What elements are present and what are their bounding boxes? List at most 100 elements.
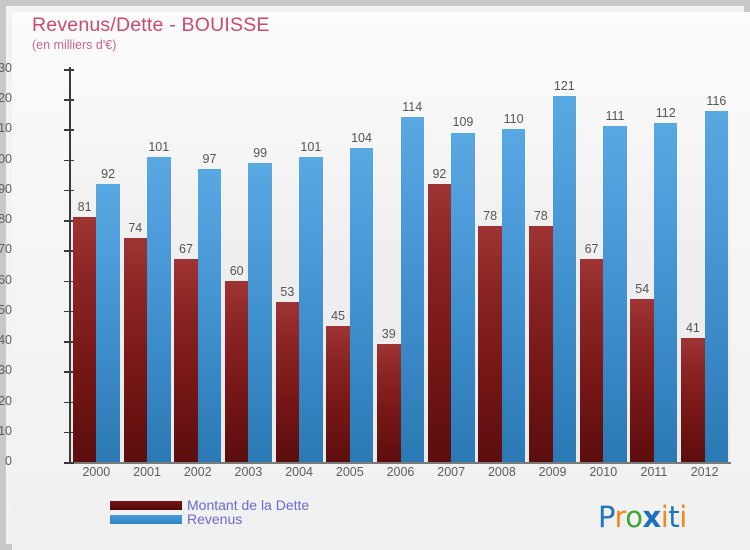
bar-revenus-2011 <box>653 123 678 462</box>
logo-letter-p: P <box>598 500 615 534</box>
title-block: Revenus/Dette - BOUISSE (en milliers d'€… <box>32 14 270 53</box>
legend-item-revenus: Revenus <box>110 512 309 526</box>
logo-letter-x: x <box>642 500 662 534</box>
bar-dette-2012 <box>681 338 705 462</box>
x-axis-tick-label: 2004 <box>285 465 314 479</box>
bar-revenus-2003 <box>248 162 272 462</box>
bar-dette-2007 <box>427 183 452 462</box>
y-axis-tick-label: 90 <box>0 181 12 196</box>
logo-letter-r: r <box>614 500 626 534</box>
bar-revenus-2009 <box>552 96 577 462</box>
bar-value-label: 41 <box>685 321 700 336</box>
y-axis-tick-mark <box>64 371 74 373</box>
y-axis-tick-label: 20 <box>0 393 12 408</box>
x-axis-tick-label: 2000 <box>82 465 111 479</box>
x-axis-tick-label: 2007 <box>437 465 466 479</box>
bar-value-label: 114 <box>402 100 423 115</box>
y-axis-tick-label: 110 <box>0 121 12 136</box>
legend-label-revenus: Revenus <box>187 511 243 527</box>
bar-dette-2006 <box>377 344 401 462</box>
bar-value-label: 45 <box>331 308 345 323</box>
bar-revenus-2002 <box>197 168 222 462</box>
y-axis-tick-label: 120 <box>0 91 12 106</box>
bar-dette-2002 <box>174 259 198 462</box>
y-axis-tick-label: 30 <box>0 363 12 378</box>
y-axis-tick-mark <box>64 69 74 71</box>
bar-value-label: 78 <box>533 209 548 224</box>
bar-value-label: 78 <box>483 209 498 224</box>
y-axis-tick-mark <box>64 431 74 434</box>
legend: Montant de la Dette Revenus <box>110 498 309 526</box>
bar-value-label: 109 <box>452 115 474 130</box>
y-axis-tick-label: 100 <box>0 151 12 166</box>
bar-value-label: 60 <box>229 263 244 278</box>
y-axis-tick-label: 10 <box>0 423 12 438</box>
y-axis-line <box>69 67 71 464</box>
bar-dette-2003 <box>224 280 249 462</box>
bar-value-label: 121 <box>553 79 575 94</box>
bar-value-label: 92 <box>101 166 116 181</box>
page-title: Revenus/Dette - BOUISSE <box>32 14 270 36</box>
bar-value-label: 101 <box>300 139 322 154</box>
legend-item-dette: Montant de la Dette <box>110 498 309 512</box>
bar-dette-2005 <box>326 325 350 462</box>
bar-value-label: 67 <box>179 242 193 257</box>
y-axis-tick-label: 50 <box>0 302 12 317</box>
y-axis-tick-label: 80 <box>0 212 12 227</box>
y-axis-tick-mark <box>64 401 74 404</box>
bar-value-label: 112 <box>655 106 676 121</box>
bar-value-label: 99 <box>253 145 268 160</box>
y-axis-tick-mark <box>64 462 74 464</box>
bar-value-label: 116 <box>706 94 727 109</box>
legend-swatch-dette-icon <box>110 500 182 510</box>
bar-dette-2001 <box>123 238 148 462</box>
y-axis-tick-mark <box>64 189 74 192</box>
bar-value-label: 67 <box>584 242 599 257</box>
logo-letter-i2: i <box>679 500 687 534</box>
bar-revenus-2001 <box>147 156 171 462</box>
x-axis-tick-label: 2009 <box>538 465 567 479</box>
bar-value-label: 81 <box>77 200 92 215</box>
bar-value-label: 53 <box>280 284 295 299</box>
y-axis-tick-label: 130 <box>0 61 12 75</box>
x-axis-tick-label: 2008 <box>487 465 516 479</box>
bar-revenus-2004 <box>299 156 323 462</box>
bar-dette-2011 <box>630 298 654 462</box>
x-axis-tick-label: 2005 <box>335 465 364 479</box>
y-axis-tick-label: 60 <box>0 272 12 287</box>
proxiti-logo: Proxiti <box>598 501 687 534</box>
y-axis-tick-mark <box>64 99 74 101</box>
y-axis-tick-label: 0 <box>5 454 12 468</box>
bar-dette-2004 <box>275 301 300 462</box>
y-axis-tick-label: 40 <box>0 333 12 348</box>
bar-dette-2000 <box>72 217 97 462</box>
x-axis-tick-label: 2010 <box>589 465 618 479</box>
logo-letter-t: t <box>668 500 680 534</box>
bar-value-label: 101 <box>148 139 170 154</box>
y-axis-tick-mark <box>64 250 74 252</box>
bar-revenus-2006 <box>400 117 424 462</box>
bar-revenus-2008 <box>501 129 526 462</box>
bar-revenus-2000 <box>96 183 120 462</box>
bar-dette-2008 <box>478 226 502 462</box>
logo-letter-o: o <box>625 500 643 534</box>
x-axis-tick-label: 2001 <box>133 465 161 479</box>
y-axis-tick-mark <box>64 310 74 313</box>
y-axis-tick-mark <box>64 220 74 222</box>
x-axis-tick-label: 2011 <box>640 465 668 479</box>
x-axis-tick-label: 2012 <box>690 465 719 479</box>
bar-value-label: 74 <box>128 221 143 236</box>
bar-revenus-2007 <box>451 132 475 462</box>
legend-swatch-revenus-icon <box>110 514 182 524</box>
y-axis-tick-mark <box>64 280 74 283</box>
y-axis-tick-label: 70 <box>0 242 12 257</box>
bar-dette-2010 <box>579 259 604 462</box>
x-axis-line <box>69 462 731 464</box>
bar-value-label: 110 <box>503 112 524 127</box>
chart-canvas: Revenus/Dette - BOUISSE (en milliers d'€… <box>0 12 750 550</box>
chart-subtitle: (en milliers d'€) <box>32 38 117 52</box>
bar-revenus-2010 <box>603 126 627 462</box>
bar-value-label: 54 <box>635 281 650 296</box>
bar-value-label: 97 <box>202 151 217 166</box>
